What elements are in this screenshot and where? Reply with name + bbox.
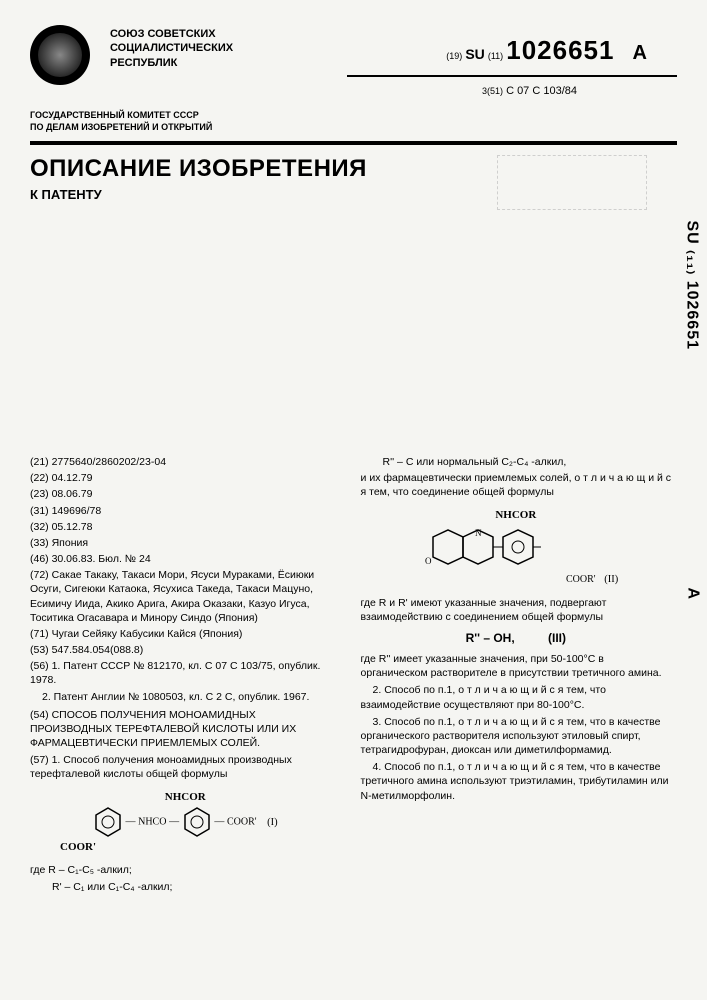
patent-number: 1026651 (506, 35, 614, 65)
chemical-formula-3: R'' – OH, (III) (361, 630, 672, 646)
formula1-structure: — NHCO — — COOR' (I) (30, 804, 341, 840)
org-line3: РЕСПУБЛИК (110, 56, 233, 70)
document-subtitle: К ПАТЕНТУ (30, 187, 102, 202)
document-title: ОПИСАНИЕ ИЗОБРЕТЕНИЯ (30, 155, 367, 183)
formula2-num: (II) (604, 574, 618, 585)
svg-text:N: N (475, 528, 482, 538)
claim1-cont: и их фармацевтически приемлемых солей, о… (361, 471, 672, 499)
prefix-11: (11) (488, 51, 503, 61)
formula2-right: COOR' (566, 574, 596, 585)
committee-line1: ГОСУДАРСТВЕННЫЙ КОМИТЕТ СССР (30, 110, 212, 122)
field-72: (72) Сакае Такаку, Такаси Мори, Ясуси Му… (30, 568, 341, 625)
field-46: (46) 30.06.83. Бюл. № 24 (30, 552, 341, 566)
divider-mid (30, 141, 677, 145)
field-56-1: (56) 1. Патент СССР № 812170, кл. С 07 С… (30, 659, 341, 687)
benzene-ring-icon (183, 806, 211, 838)
field-32: (32) 05.12.78 (30, 520, 341, 534)
formula2-top: NHCOR (361, 508, 672, 523)
org-line2: СОЦИАЛИСТИЧЕСКИХ (110, 41, 233, 55)
field-31: (31) 149696/78 (30, 504, 341, 518)
side-patent-number: SU ₍₁₁₎ 1026651 (682, 221, 702, 351)
chemical-formula-1: NHCOR — NHCO — — COOR' (I) COOR' (30, 790, 341, 856)
classification: 3(51) С 07 С 103/84 (482, 85, 577, 97)
header: СОЮЗ СОВЕТСКИХ СОЦИАЛИСТИЧЕСКИХ РЕСПУБЛИ… (30, 15, 677, 215)
field-54: (54) СПОСОБ ПОЛУЧЕНИЯ МОНОАМИДНЫХ ПРОИЗВ… (30, 708, 341, 751)
r-double-prime: R'' – С или нормальный C₂-C₄ -алкил, (383, 455, 672, 469)
formula1-num: (I) (267, 817, 278, 828)
fused-ring-icon: O N (413, 522, 563, 582)
field-22: (22) 04.12.79 (30, 471, 341, 485)
field-53: (53) 547.584.054(088.8) (30, 643, 341, 657)
formula1-top: NHCOR (30, 790, 341, 805)
right-column: R'' – С или нормальный C₂-C₄ -алкил, и и… (361, 455, 672, 895)
formula3-where: где R'' имеет указанные значения, при 50… (361, 652, 672, 680)
claim-3: 3. Способ по п.1, о т л и ч а ю щ и й с … (361, 715, 672, 758)
field-71: (71) Чугаи Сейяку Кабусики Кайся (Япония… (30, 627, 341, 641)
formula2-where: где R и R' имеют указанные значения, под… (361, 596, 672, 624)
field-56-2: 2. Патент Англии № 1080503, кл. С 2 С, о… (42, 690, 341, 704)
organization-name: СОЮЗ СОВЕТСКИХ СОЦИАЛИСТИЧЕСКИХ РЕСПУБЛИ… (110, 27, 233, 70)
claim-2: 2. Способ по п.1, о т л и ч а ю щ и й с … (361, 683, 672, 711)
ussr-emblem (30, 25, 100, 95)
committee-name: ГОСУДАРСТВЕННЫЙ КОМИТЕТ СССР ПО ДЕЛАМ ИЗ… (30, 110, 212, 133)
patent-number-block: (19) SU (11) 1026651 A (446, 35, 647, 66)
field-33: (33) Япония (30, 536, 341, 550)
left-column: (21) 2775640/2860202/23-04 (22) 04.12.79… (30, 455, 341, 895)
committee-line2: ПО ДЕЛАМ ИЗОБРЕТЕНИЙ И ОТКРЫТИЙ (30, 122, 212, 134)
field-23: (23) 08.06.79 (30, 487, 341, 501)
chemical-formula-2: NHCOR O N COOR' (II) (361, 508, 672, 588)
divider-top (347, 75, 677, 77)
org-line1: СОЮЗ СОВЕТСКИХ (110, 27, 233, 41)
stamp-placeholder (497, 155, 647, 210)
benzene-ring-icon (94, 806, 122, 838)
claim-4: 4. Способ по п.1, о т л и ч а ю щ и й с … (361, 760, 672, 803)
class-prefix: 3(51) (482, 86, 503, 96)
formula1-right: COOR' (227, 817, 257, 828)
patent-page: СОЮЗ СОВЕТСКИХ СОЦИАЛИСТИЧЕСКИХ РЕСПУБЛИ… (0, 0, 707, 1000)
formula3-num: (III) (548, 631, 566, 645)
class-code: С 07 С 103/84 (506, 85, 577, 97)
side-patent-suffix: A (684, 587, 702, 600)
svg-text:O: O (425, 556, 432, 566)
field-57: (57) 1. Способ получения моноамидных про… (30, 753, 341, 781)
prefix-19: (19) (446, 51, 462, 61)
patent-suffix: A (633, 42, 647, 64)
content-columns: (21) 2775640/2860202/23-04 (22) 04.12.79… (30, 455, 677, 895)
where-r-prime: R' – C₁ или C₁-C₄ -алкил; (52, 880, 341, 894)
where-r: где R – C₁-C₅ -алкил; (30, 863, 341, 877)
formula1-mid: NHCO (138, 817, 166, 828)
formula1-bot: COOR' (60, 840, 341, 855)
formula2-structure: O N COOR' (II) (361, 522, 672, 587)
field-21: (21) 2775640/2860202/23-04 (30, 455, 341, 469)
country-code: SU (465, 46, 484, 62)
formula3-text: R'' – OH, (466, 631, 515, 645)
